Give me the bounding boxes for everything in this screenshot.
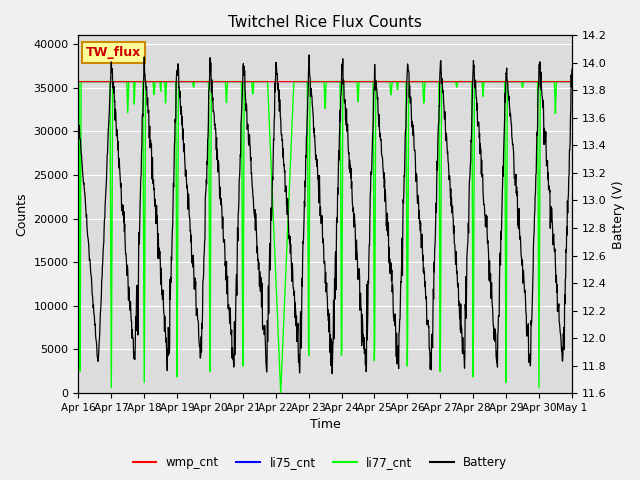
X-axis label: Time: Time	[310, 419, 340, 432]
Legend: wmp_cnt, li75_cnt, li77_cnt, Battery: wmp_cnt, li75_cnt, li77_cnt, Battery	[128, 452, 512, 474]
Y-axis label: Counts: Counts	[15, 192, 28, 236]
Title: Twitchel Rice Flux Counts: Twitchel Rice Flux Counts	[228, 15, 422, 30]
Y-axis label: Battery (V): Battery (V)	[612, 180, 625, 249]
Text: TW_flux: TW_flux	[86, 46, 141, 59]
